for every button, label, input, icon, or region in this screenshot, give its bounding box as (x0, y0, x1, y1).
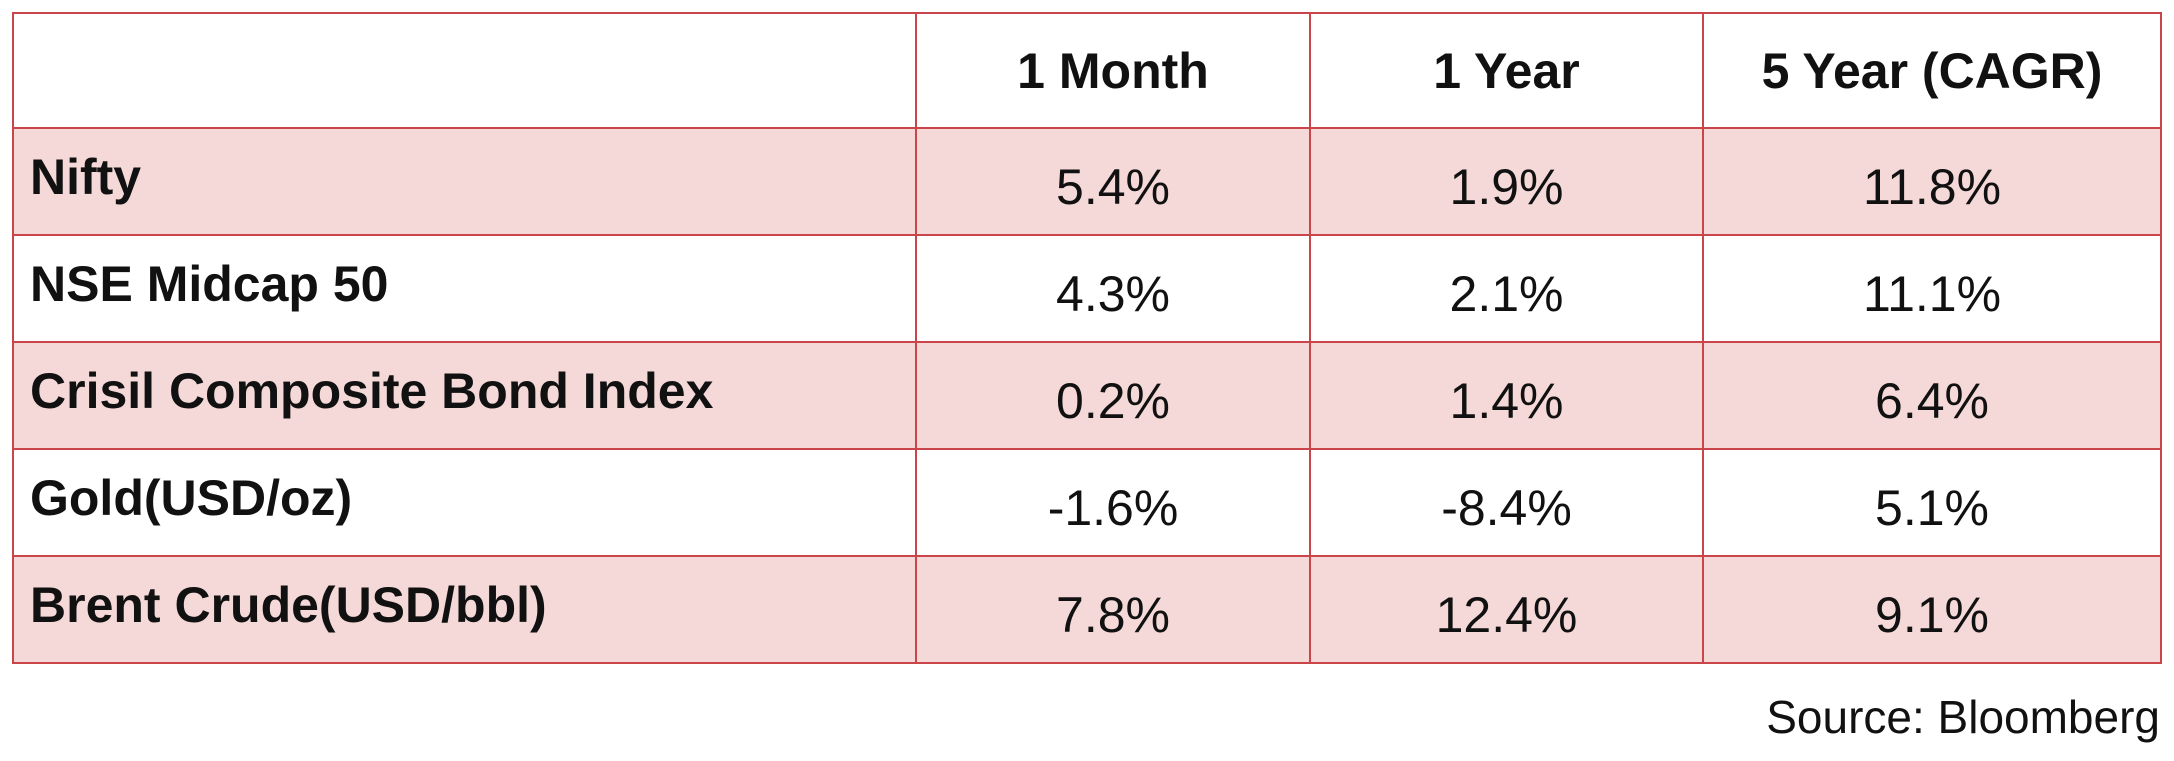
row-label: Gold(USD/oz) (12, 448, 917, 557)
header-cell-1-year: 1 Year (1309, 12, 1704, 129)
table-row: Crisil Composite Bond Index 0.2% 1.4% 6.… (12, 341, 2162, 450)
header-cell-blank (12, 12, 917, 129)
cell-value: 7.8% (915, 555, 1311, 664)
cell-value: 4.3% (915, 234, 1311, 343)
cell-value: 11.1% (1702, 234, 2162, 343)
row-label: NSE Midcap 50 (12, 234, 917, 343)
returns-table-container: 1 Month 1 Year 5 Year (CAGR) Nifty 5.4% … (12, 12, 2162, 664)
cell-value: 6.4% (1702, 341, 2162, 450)
cell-value: -1.6% (915, 448, 1311, 557)
row-label: Nifty (12, 127, 917, 236)
cell-value: 1.4% (1309, 341, 1704, 450)
header-cell-5-year-cagr: 5 Year (CAGR) (1702, 12, 2162, 129)
cell-value: 9.1% (1702, 555, 2162, 664)
cell-value: -8.4% (1309, 448, 1704, 557)
cell-value: 5.1% (1702, 448, 2162, 557)
cell-value: 12.4% (1309, 555, 1704, 664)
table-row: Nifty 5.4% 1.9% 11.8% (12, 127, 2162, 236)
cell-value: 1.9% (1309, 127, 1704, 236)
table-row: Brent Crude(USD/bbl) 7.8% 12.4% 9.1% (12, 555, 2162, 664)
source-note: Source: Bloomberg (1766, 691, 2160, 743)
cell-value: 11.8% (1702, 127, 2162, 236)
table-row: Gold(USD/oz) -1.6% -8.4% 5.1% (12, 448, 2162, 557)
cell-value: 5.4% (915, 127, 1311, 236)
row-label: Brent Crude(USD/bbl) (12, 555, 917, 664)
header-cell-1-month: 1 Month (915, 12, 1311, 129)
cell-value: 0.2% (915, 341, 1311, 450)
returns-table: 1 Month 1 Year 5 Year (CAGR) Nifty 5.4% … (12, 12, 2162, 664)
cell-value: 2.1% (1309, 234, 1704, 343)
header-row: 1 Month 1 Year 5 Year (CAGR) (12, 12, 2162, 129)
table-row: NSE Midcap 50 4.3% 2.1% 11.1% (12, 234, 2162, 343)
row-label: Crisil Composite Bond Index (12, 341, 917, 450)
